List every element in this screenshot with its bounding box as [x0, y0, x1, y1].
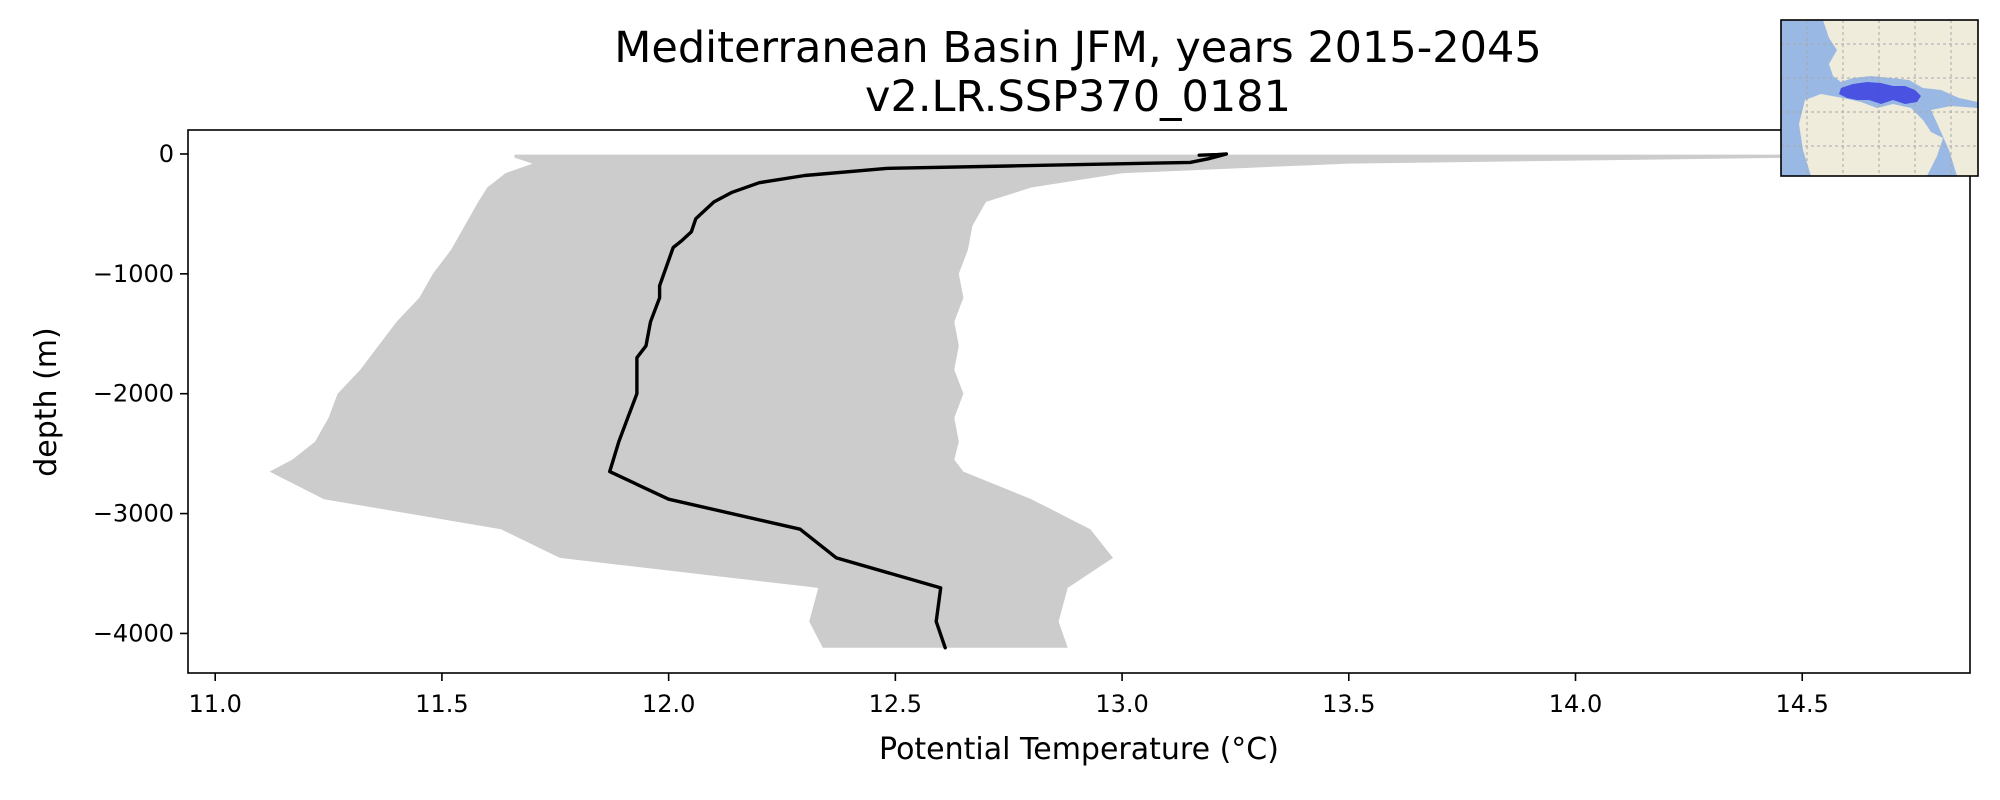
- x-axis-label: Potential Temperature (°C): [879, 732, 1279, 767]
- y-axis-label: depth (m): [29, 327, 64, 477]
- x-tick-label: 13.5: [1322, 690, 1375, 718]
- y-tick-label: −4000: [93, 619, 174, 647]
- y-tick-label: −1000: [93, 260, 174, 288]
- x-tick-label: 14.0: [1549, 690, 1602, 718]
- map-land-europe: [1823, 20, 1978, 102]
- y-tick-label: −3000: [93, 500, 174, 528]
- x-tick-label: 11.0: [188, 690, 241, 718]
- inset-map-frame: [1780, 19, 1979, 177]
- plot-frame: [187, 129, 1971, 674]
- x-tick-label: 11.5: [415, 690, 468, 718]
- inset-map: [1780, 19, 1979, 177]
- chart-title: Mediterranean Basin JFM, years 2015-2045: [614, 23, 1541, 73]
- x-tick-label: 12.5: [869, 690, 922, 718]
- map-land-africa: [1799, 94, 1943, 176]
- map-land-asia: [1931, 106, 1978, 176]
- mean-profile-line: [608, 152, 1229, 650]
- y-tick-label: 0: [159, 140, 174, 168]
- x-tick-label: 13.0: [1095, 690, 1148, 718]
- x-tick-label: 14.5: [1776, 690, 1829, 718]
- chart-subtitle: v2.LR.SSP370_0181: [865, 72, 1291, 122]
- x-tick-label: 12.0: [642, 690, 695, 718]
- y-tick-label: −2000: [93, 380, 174, 408]
- min-max-envelope: [269, 154, 1970, 648]
- mediterranean-region-highlight: [1839, 82, 1921, 104]
